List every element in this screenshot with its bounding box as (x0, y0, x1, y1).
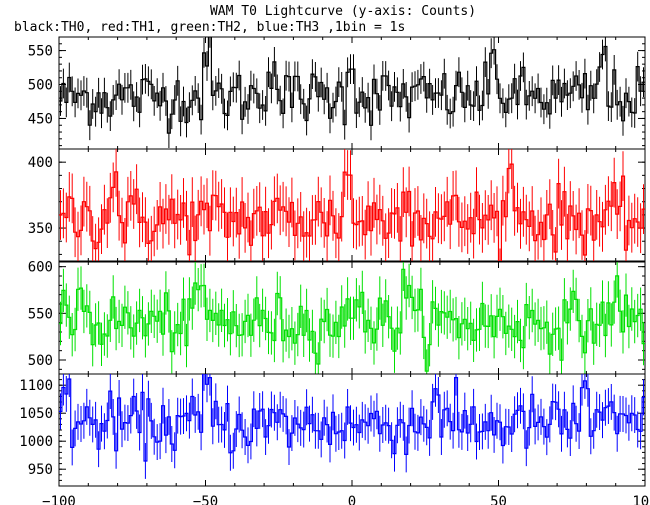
x-tick-label: −100 (42, 494, 76, 505)
x-tick-label: 50 (490, 494, 507, 505)
y-tick-label: 450 (28, 111, 53, 127)
panel-0: 450 500 550 (28, 36, 646, 150)
x-tick-label: 100 (632, 494, 650, 505)
y-tick-label: 1050 (19, 406, 53, 422)
chart-title: WAM T0 Lightcurve (y-axis: Counts) (210, 4, 476, 19)
y-tick-label: 400 (28, 155, 53, 171)
series-TH3 (59, 374, 645, 479)
series-TH0 (59, 37, 645, 148)
panel-3: 950 1000 1050 1100 −100 −50 0 50 100 (19, 373, 650, 505)
line-TH2 (59, 268, 645, 372)
y-tick-label: 500 (28, 78, 53, 94)
y-tick-label: 600 (28, 260, 53, 276)
panel-1: 350 400 (28, 148, 646, 262)
y-tick-label: 1100 (19, 378, 53, 394)
y-tick-label: 550 (28, 44, 53, 60)
y-tick-label: 950 (28, 462, 53, 478)
y-tick-label: 350 (28, 221, 53, 237)
x-tick-label: 0 (348, 494, 356, 505)
line-TH1 (59, 163, 645, 261)
series-TH1 (59, 149, 645, 261)
y-tick-label: 500 (28, 353, 53, 369)
chart-subtitle: black:TH0, red:TH1, green:TH2, blue:TH3 … (14, 20, 405, 35)
panels: 450500550350400500550600950100010501100−… (19, 36, 650, 505)
y-tick-label: 550 (28, 306, 53, 322)
y-tick-label: 1000 (19, 434, 53, 450)
series-TH2 (59, 262, 645, 374)
line-TH3 (59, 374, 645, 462)
line-TH0 (59, 37, 645, 134)
panel-2: 500 550 600 (28, 260, 646, 375)
x-tick-label: −50 (193, 494, 218, 505)
